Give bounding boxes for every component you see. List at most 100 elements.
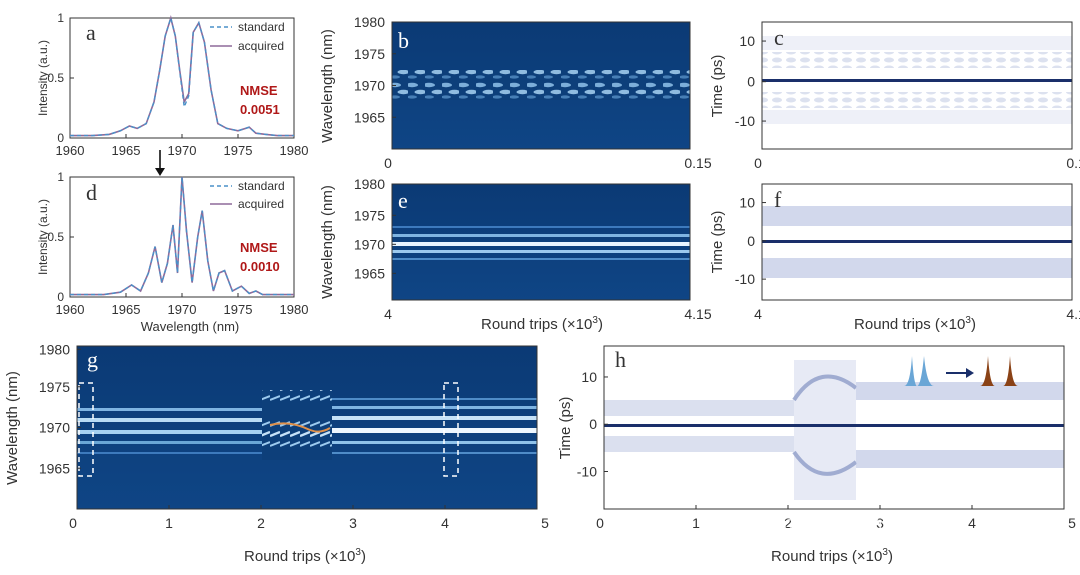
heatmap-g-right-band-a [332,398,537,400]
y-tick-label: 1 [57,11,64,25]
x-tick-label: 0.15 [1066,155,1080,171]
nmse-value-d: 0.0010 [240,259,280,274]
y-tick-label: 1965 [39,460,70,476]
pulse-pair-blue-icon [904,356,934,386]
y-tick-label: 0.5 [47,230,64,244]
nmse-value-a: 0.0051 [240,102,280,117]
heatmap-h-lower-arc [792,450,858,476]
legend-standard-label: standard [238,20,285,34]
y-tick-label: 1965 [354,109,385,125]
heatmap-f-lower-band [762,258,1072,278]
y-tick-label: 1970 [39,420,70,436]
y-tick-label: 1970 [354,78,385,94]
panel-c-ylabel: Time (ps) [709,55,726,118]
x-tick-label: 1960 [56,143,85,158]
x-tick-label: 0 [754,155,762,171]
panel-h-ylabel: Time (ps) [557,397,574,460]
x-tick-label: 1980 [280,143,309,158]
x-tick-label: 0 [384,155,392,171]
y-tick-label: 1975 [354,207,385,223]
y-tick-label: 1975 [39,379,70,395]
panel-a-axes [69,17,295,139]
x-tick-label: 3 [876,515,884,531]
panel-g-letter: g [87,347,98,372]
nmse-label-a: NMSE [240,83,278,98]
heatmap-g-right-band-e [332,441,537,444]
heatmap-g-right-band-f [332,452,537,454]
x-tick-label: 4 [441,515,449,531]
heatmap-e-band-2 [392,242,690,246]
heatmap-g-right-band-d [332,428,537,433]
x-tick-label: 1980 [280,302,309,317]
x-tick-label: 1 [692,515,700,531]
x-tick-label: 4.15 [684,306,711,322]
y-tick-label: 1 [57,170,64,184]
x-tick-label: 0.15 [684,155,711,171]
heatmap-g-right-band-b [332,406,537,409]
panel-b-letter: b [398,28,409,53]
legend-acquired-label: acquired [238,197,284,211]
y-tick-label: 0 [57,131,64,145]
panel-d-xlabel: Wavelength (nm) [141,319,240,334]
y-tick-label: 0 [589,416,597,432]
x-tick-label: 1960 [56,302,85,317]
heatmap-h-left-upper-band [604,400,794,416]
panel-e-xlabel: Round trips (×103) [481,315,603,333]
x-tick-label: 5 [541,515,549,531]
y-tick-label: -10 [735,113,755,129]
y-tick-label: 10 [739,33,755,49]
legend-acquired-label: acquired [238,39,284,53]
panel-h-letter: h [615,347,626,372]
y-tick-label: 10 [581,369,597,385]
panel-c-letter: c [774,25,784,50]
panel-h-xlabel: Round trips (×103) [771,547,893,565]
heatmap-e-band-1 [392,234,690,237]
series-line-acquired [70,176,294,296]
heatmap-c-upper-band [762,52,1072,68]
x-tick-label: 4 [384,306,392,322]
y-tick-label: 1965 [354,265,385,281]
arrow-a-to-d [155,150,165,176]
legend-standard-label: standard [238,179,285,193]
panel-e-letter: e [398,188,408,213]
panel-a-letter: a [86,20,96,45]
panel-f-xlabel: Round trips (×103) [854,315,976,333]
y-tick-label: 0 [747,233,755,249]
panel-f-letter: f [774,187,782,212]
heatmap-c-lower-haze [762,110,1072,124]
y-tick-label: 1980 [39,341,70,357]
x-tick-label: 1 [165,515,173,531]
heatmap-e-band-5 [392,226,690,228]
series-line-standard [70,15,294,137]
heatmap-g-right-band-c [332,416,537,420]
panel-a-ylabel: Intensity (a.u.) [36,40,50,116]
nmse-label-d: NMSE [240,240,278,255]
heatmap-g-left-band-a [77,408,262,411]
heatmap-c-center [762,79,1072,82]
y-tick-label: 0 [747,74,755,90]
panel-g: 0 1 2 3 4 5 1980 1975 1970 1965 g Wavelength (nm)… [4,341,549,565]
heatmap-f-center [762,240,1072,243]
transition-arrowhead-icon [966,368,974,378]
heatmap-e-band-3 [392,250,690,253]
panel-d-letter: d [86,180,97,205]
panel-d-ylabel: Intensity (a.u.) [36,199,50,275]
heatmap-g-left-band-e [77,452,262,454]
panel-h: 0 1 2 3 4 5 10 0 -10 h Time (ps) Round trips (×1… [557,345,1076,565]
x-tick-label: 1970 [168,302,197,317]
x-tick-label: 4.15 [1066,306,1080,322]
panel-d: 1960 1965 1970 1975 1980 0 0.5 1 d standard acq… [36,170,308,334]
heatmap-g-hotspot [269,422,331,433]
heatmap-h-upper-arc [792,374,858,402]
x-tick-label: 1975 [224,143,253,158]
y-tick-label: -10 [577,464,597,480]
x-tick-label: 0 [596,515,604,531]
y-tick-label: 10 [739,195,755,211]
x-tick-label: 4 [754,306,762,322]
heatmap-b-band [392,70,690,100]
y-tick-label: 1975 [354,46,385,62]
watermark: 知乎 @中国激光杂志社 [728,511,954,536]
heatmap-c-lower-band [762,92,1072,108]
